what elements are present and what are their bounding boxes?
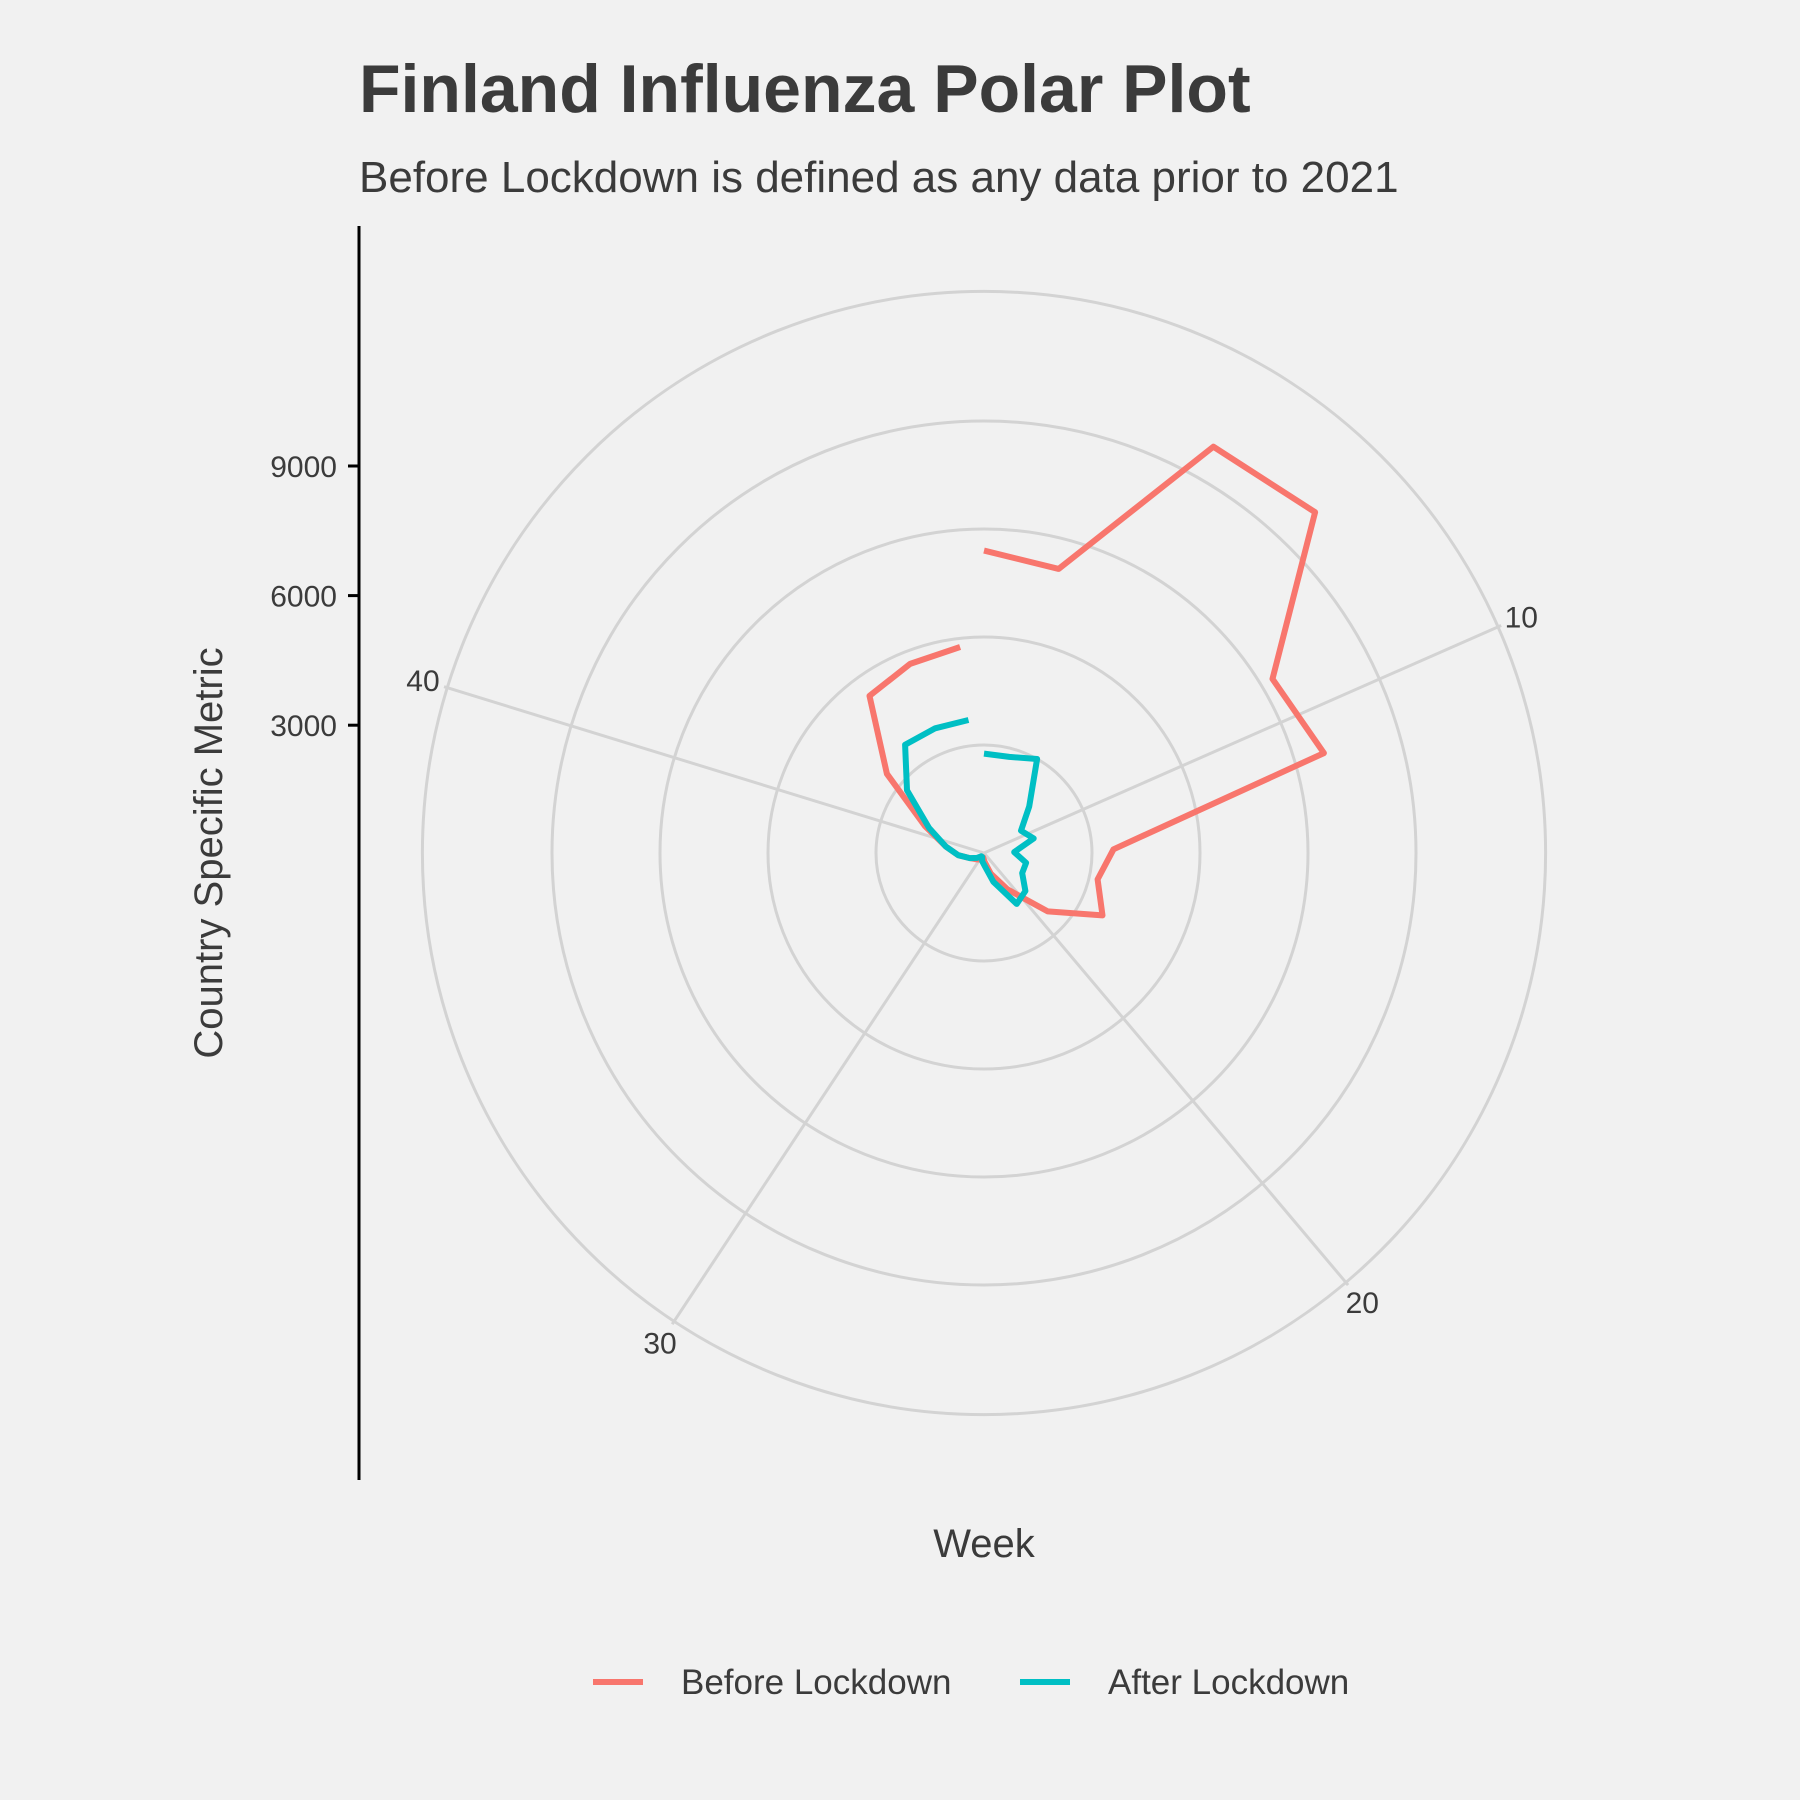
grid-spoke [982, 852, 1350, 1287]
polar-grid [420, 289, 1548, 1417]
legend-label: After Lockdown [1108, 1663, 1349, 1702]
grid-spoke [670, 852, 986, 1325]
grid-ring [550, 419, 1418, 1287]
grid-ring [420, 289, 1548, 1417]
chart-title: Finland Influenza Polar Plot [359, 51, 1251, 127]
y-axis: 3000 6000 9000 [270, 451, 359, 743]
legend-label: Before Lockdown [681, 1663, 951, 1702]
y-tick-label: 6000 [270, 581, 337, 614]
grid-ring [874, 743, 1094, 963]
series-lines [866, 443, 1327, 919]
grid-ring [766, 635, 1202, 1071]
x-axis-title: Week [933, 1522, 1036, 1566]
grid-spoke [443, 685, 985, 855]
y-axis-title: Country Specific Metric [187, 647, 231, 1058]
series-line [902, 717, 1041, 907]
x-tick-label: 30 [643, 1328, 676, 1361]
y-tick-label: 9000 [270, 451, 337, 484]
y-tick-label: 3000 [270, 710, 337, 743]
x-axis-ticks: 10 20 30 40 [406, 602, 1538, 1361]
grid-spoke [983, 624, 1502, 855]
legend: Before Lockdown After Lockdown [593, 1663, 1349, 1702]
x-tick-label: 40 [406, 665, 439, 698]
x-tick-label: 10 [1505, 602, 1538, 635]
x-tick-label: 20 [1346, 1287, 1379, 1320]
chart-subtitle: Before Lockdown is defined as any data p… [359, 153, 1399, 202]
grid-ring [658, 527, 1310, 1179]
